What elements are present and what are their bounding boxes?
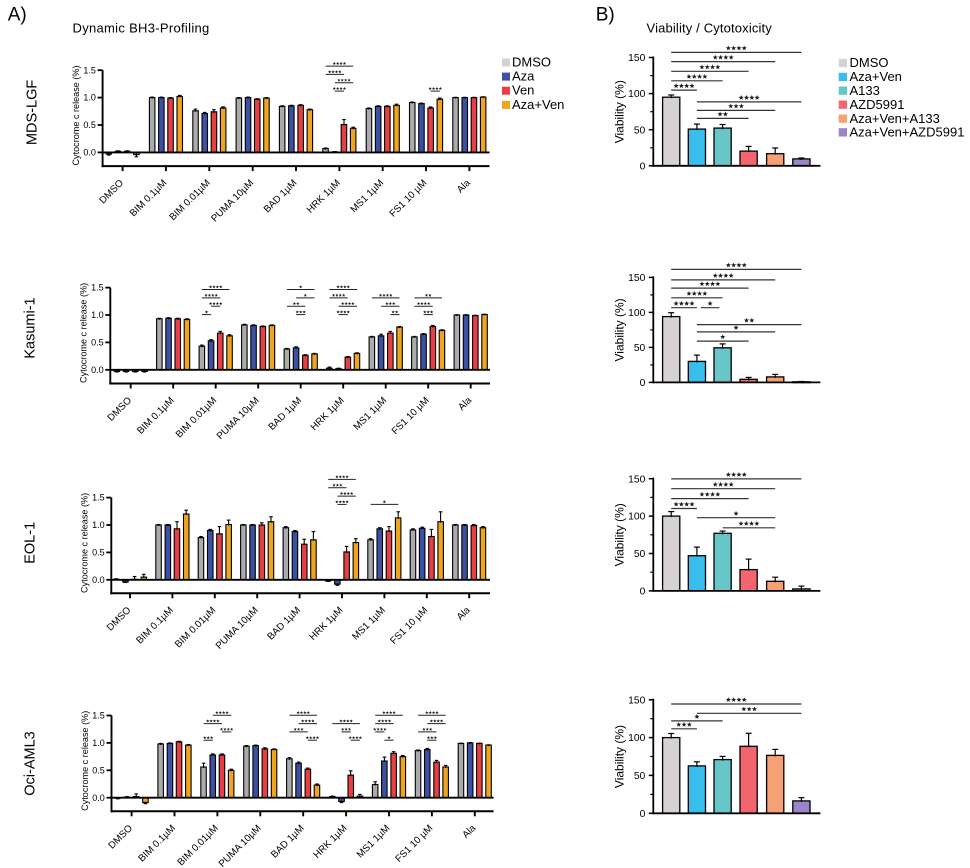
svg-text:EOL-1: EOL-1 [23,522,39,564]
svg-text:A133: A133 [850,83,880,98]
svg-text:Cytocrome c release (%): Cytocrome c release (%) [80,711,90,811]
svg-text:AZD5991: AZD5991 [850,97,905,112]
svg-text:Kasumi-1: Kasumi-1 [23,297,39,358]
svg-text:Aza+Ven: Aza+Ven [850,69,902,84]
svg-text:0.5: 0.5 [91,338,104,348]
svg-text:BAD 1µM: BAD 1µM [269,823,307,861]
svg-text:DMSO: DMSO [512,54,551,69]
svg-text:FS1 10 µM: FS1 10 µM [390,395,432,437]
svg-text:1.0: 1.0 [91,310,104,320]
svg-text:Aza+Ven: Aza+Ven [512,97,564,112]
svg-text:BAD 1µM: BAD 1µM [262,178,300,216]
svg-text:PUMA 10µM: PUMA 10µM [217,823,264,868]
svg-text:100: 100 [628,733,645,744]
svg-text:0.5: 0.5 [92,765,105,775]
svg-text:100: 100 [628,512,645,523]
svg-text:Viability (%): Viability (%) [613,80,627,143]
svg-text:Aza+Ven+A133: Aza+Ven+A133 [850,111,940,126]
svg-text:A): A) [8,5,27,26]
svg-text:BIM 0.1µM: BIM 0.1µM [134,605,175,646]
svg-text:0.0: 0.0 [92,575,105,585]
svg-text:Aza+Ven+AZD5991: Aza+Ven+AZD5991 [850,125,965,140]
svg-text:Ala: Ala [456,395,474,413]
svg-text:BIM 0.01µM: BIM 0.01µM [176,823,221,868]
svg-text:BIM 0.1µM: BIM 0.1µM [128,178,169,219]
svg-text:Viability (%): Viability (%) [613,503,627,566]
svg-text:MS1 1µM: MS1 1µM [349,178,387,216]
svg-text:0: 0 [640,809,646,820]
svg-text:BIM 0.1µM: BIM 0.1µM [137,823,178,864]
svg-text:MS1 1µM: MS1 1µM [350,605,388,643]
svg-text:150: 150 [628,273,645,284]
svg-text:1.5: 1.5 [92,493,105,503]
svg-text:1.5: 1.5 [92,711,105,721]
svg-text:BIM 0.1µM: BIM 0.1µM [135,395,176,436]
svg-text:0.5: 0.5 [83,120,96,130]
svg-text:Dynamic BH3-Profiling: Dynamic BH3-Profiling [73,21,210,36]
svg-text:1.5: 1.5 [83,65,96,75]
svg-text:Cytocrome c release (%): Cytocrome c release (%) [79,283,89,383]
svg-text:Ala: Ala [455,177,473,195]
svg-text:0.0: 0.0 [83,148,96,158]
svg-text:100: 100 [628,89,645,100]
svg-text:FS1 10 µM: FS1 10 µM [388,605,430,647]
svg-text:HRK 1µM: HRK 1µM [307,605,345,643]
svg-text:150: 150 [628,53,645,64]
svg-text:FS1 10 µM: FS1 10 µM [394,823,436,865]
svg-text:50: 50 [634,125,646,136]
svg-text:BAD 1µM: BAD 1µM [267,395,305,433]
svg-text:BIM 0.01µM: BIM 0.01µM [167,178,212,223]
svg-text:Viability / Cytotoxicity: Viability / Cytotoxicity [647,21,773,36]
svg-text:B): B) [596,5,615,26]
svg-text:0.5: 0.5 [92,548,105,558]
svg-text:DMSO: DMSO [97,177,126,206]
svg-text:1.0: 1.0 [83,93,96,103]
svg-text:50: 50 [634,343,646,354]
svg-text:MS1 1µM: MS1 1µM [355,823,393,861]
svg-text:MS1 1µM: MS1 1µM [352,395,390,433]
svg-text:0: 0 [640,587,646,598]
svg-text:DMSO: DMSO [850,55,889,70]
svg-text:FS1 10 µM: FS1 10 µM [388,178,430,220]
svg-text:Ala: Ala [455,605,473,623]
svg-text:1.0: 1.0 [92,520,105,530]
svg-text:BAD 1µM: BAD 1µM [265,605,303,643]
svg-text:Oci-AML3: Oci-AML3 [23,731,39,795]
svg-text:1.0: 1.0 [92,738,105,748]
svg-text:Cytocrome c release (%): Cytocrome c release (%) [71,65,81,165]
svg-text:PUMA 10µM: PUMA 10µM [214,605,261,652]
svg-text:BIM 0.01µM: BIM 0.01µM [174,395,219,440]
svg-text:BIM 0.01µM: BIM 0.01µM [173,605,218,650]
svg-text:DMSO: DMSO [105,605,134,634]
svg-text:50: 50 [634,549,646,560]
svg-text:PUMA 10µM: PUMA 10µM [215,395,262,442]
svg-text:0.0: 0.0 [91,365,104,375]
svg-text:Viability (%): Viability (%) [613,725,627,788]
svg-text:0: 0 [640,378,646,389]
svg-text:Ven: Ven [512,83,534,98]
svg-text:0: 0 [640,161,646,172]
svg-text:100: 100 [628,308,645,319]
svg-text:HRK 1µM: HRK 1µM [305,178,343,216]
svg-text:HRK 1µM: HRK 1µM [309,395,347,433]
svg-text:50: 50 [634,771,646,782]
svg-text:Cytocrome c release (%): Cytocrome c release (%) [80,493,90,593]
svg-text:Viability (%): Viability (%) [613,298,627,361]
svg-text:DMSO: DMSO [106,823,135,852]
svg-text:PUMA 10µM: PUMA 10µM [209,178,256,225]
svg-text:Aza: Aza [512,69,535,84]
svg-text:0.0: 0.0 [92,793,105,803]
svg-text:1.5: 1.5 [91,283,104,293]
svg-text:150: 150 [628,474,645,485]
svg-text:DMSO: DMSO [106,395,135,424]
svg-text:MDS-LGF: MDS-LGF [25,80,41,145]
svg-text:HRK 1µM: HRK 1µM [312,823,350,861]
svg-text:150: 150 [628,695,645,706]
svg-text:Ala: Ala [460,823,478,841]
